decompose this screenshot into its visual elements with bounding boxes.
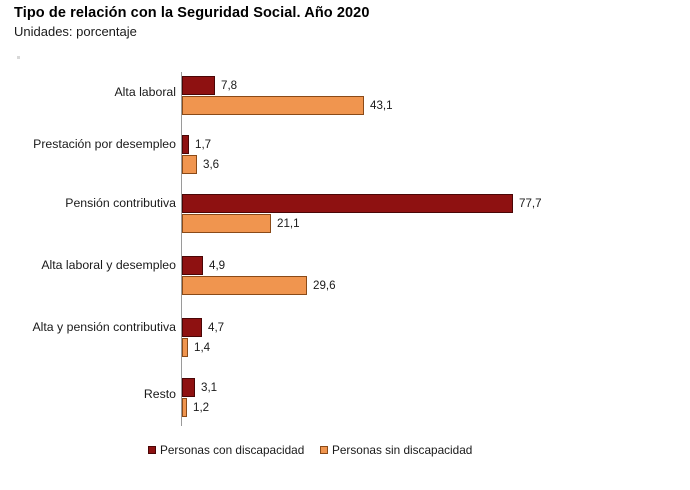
bar-sin-discapacidad[interactable] [182, 214, 271, 233]
legend-swatch-icon [148, 446, 156, 454]
bar-con-discapacidad[interactable] [182, 135, 189, 154]
value-axis-line [181, 72, 182, 426]
legend-item-sin-discapacidad[interactable]: Personas sin discapacidad [320, 443, 472, 457]
bar-sin-discapacidad[interactable] [182, 398, 187, 417]
bar-value-label: 1,7 [195, 138, 212, 151]
bar-value-label: 21,1 [277, 217, 300, 230]
legend-swatch-icon [320, 446, 328, 454]
chart-legend: Personas con discapacidad Personas sin d… [0, 440, 690, 468]
bar-value-label: 77,7 [519, 197, 542, 210]
bar-value-label: 43,1 [370, 99, 393, 112]
chart-subtitle: Unidades: porcentaje [14, 24, 137, 39]
category-label-pension-contributiva: Pensión contributiva [65, 196, 176, 210]
bar-con-discapacidad[interactable] [182, 76, 215, 95]
legend-item-con-discapacidad[interactable]: Personas con discapacidad [148, 443, 304, 457]
bar-sin-discapacidad[interactable] [182, 338, 188, 357]
bar-value-label: 3,1 [201, 381, 218, 394]
bar-value-label: 1,4 [194, 341, 211, 354]
chart-plot-area: Alta laboral 7,8 43,1 Prestación por des… [32, 72, 542, 426]
bar-sin-discapacidad[interactable] [182, 96, 364, 115]
bar-value-label: 3,6 [203, 158, 220, 171]
bar-con-discapacidad[interactable] [182, 318, 202, 337]
bar-con-discapacidad[interactable] [182, 194, 513, 213]
category-label-resto: Resto [143, 387, 176, 401]
category-label-prestacion-desempleo: Prestación por desempleo [33, 137, 176, 151]
bar-value-label: 4,7 [208, 321, 225, 334]
bar-value-label: 4,9 [209, 259, 226, 272]
category-label-alta-laboral: Alta laboral [114, 85, 176, 99]
category-label-alta-laboral-desempleo: Alta laboral y desempleo [41, 258, 176, 272]
category-label-alta-pension-contributiva: Alta y pensión contributiva [32, 320, 176, 334]
stray-mark [17, 56, 20, 59]
legend-label: Personas sin discapacidad [332, 443, 473, 457]
bar-sin-discapacidad[interactable] [182, 276, 307, 295]
bar-value-label: 7,8 [221, 79, 238, 92]
bar-con-discapacidad[interactable] [182, 256, 203, 275]
page-title: Tipo de relación con la Seguridad Social… [14, 5, 370, 21]
bar-value-label: 29,6 [313, 279, 336, 292]
bar-sin-discapacidad[interactable] [182, 155, 197, 174]
bar-con-discapacidad[interactable] [182, 378, 195, 397]
bar-value-label: 1,2 [193, 401, 210, 414]
legend-label: Personas con discapacidad [160, 443, 305, 457]
